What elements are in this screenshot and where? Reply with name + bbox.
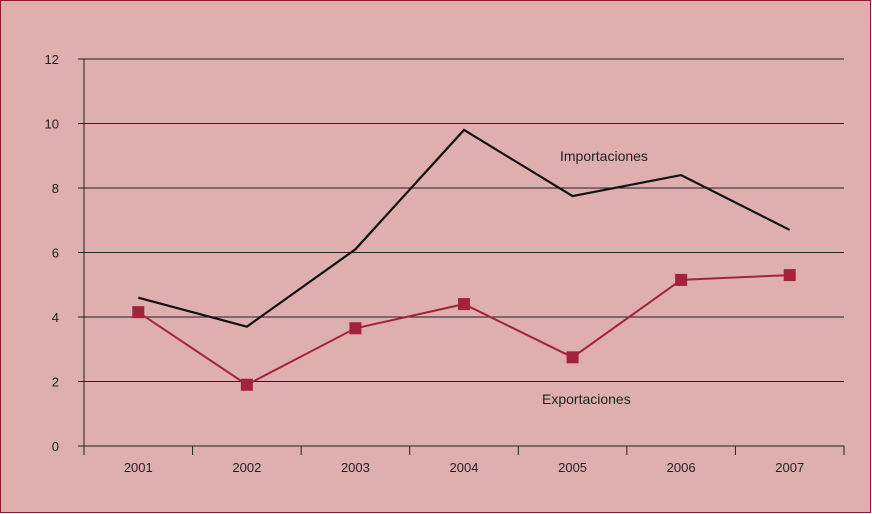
series-line-importaciones bbox=[138, 128, 791, 328]
x-tick-label: 2007 bbox=[775, 460, 804, 475]
x-tick-label: 2002 bbox=[232, 460, 261, 475]
y-tick-label: 2 bbox=[52, 375, 59, 390]
series-label-exportaciones: Exportaciones bbox=[542, 391, 631, 407]
data-point-marker bbox=[458, 298, 470, 311]
y-tick-label: 10 bbox=[45, 117, 59, 132]
x-tick-label: 2005 bbox=[558, 460, 587, 475]
y-tick-label: 0 bbox=[52, 439, 59, 454]
series-labels: Importaciones Exportaciones bbox=[542, 148, 648, 407]
series-line-exportaciones bbox=[137, 274, 790, 386]
y-tick-label: 12 bbox=[45, 52, 59, 67]
series-group bbox=[132, 128, 796, 391]
y-tick-label: 4 bbox=[52, 310, 59, 325]
data-point-marker bbox=[566, 351, 579, 364]
x-tick-label: 2003 bbox=[341, 460, 370, 475]
y-axis-ticks: 0 2 4 6 8 10 12 bbox=[45, 52, 59, 454]
y-tick-label: 6 bbox=[52, 246, 59, 261]
series-label-importaciones: Importaciones bbox=[560, 148, 648, 164]
axes bbox=[83, 59, 845, 455]
x-tick-label: 2004 bbox=[450, 460, 479, 475]
data-point-marker bbox=[783, 269, 796, 282]
x-axis-ticks: 2001 2002 2003 2004 2005 2006 2007 bbox=[124, 460, 804, 475]
gridlines bbox=[78, 58, 844, 447]
data-point-marker bbox=[349, 322, 362, 335]
x-tick-label: 2001 bbox=[124, 460, 153, 475]
data-point-marker bbox=[132, 306, 145, 319]
data-point-marker bbox=[240, 378, 253, 391]
y-tick-label: 8 bbox=[52, 181, 59, 196]
x-tick-label: 2006 bbox=[667, 460, 696, 475]
data-point-marker bbox=[675, 273, 688, 286]
